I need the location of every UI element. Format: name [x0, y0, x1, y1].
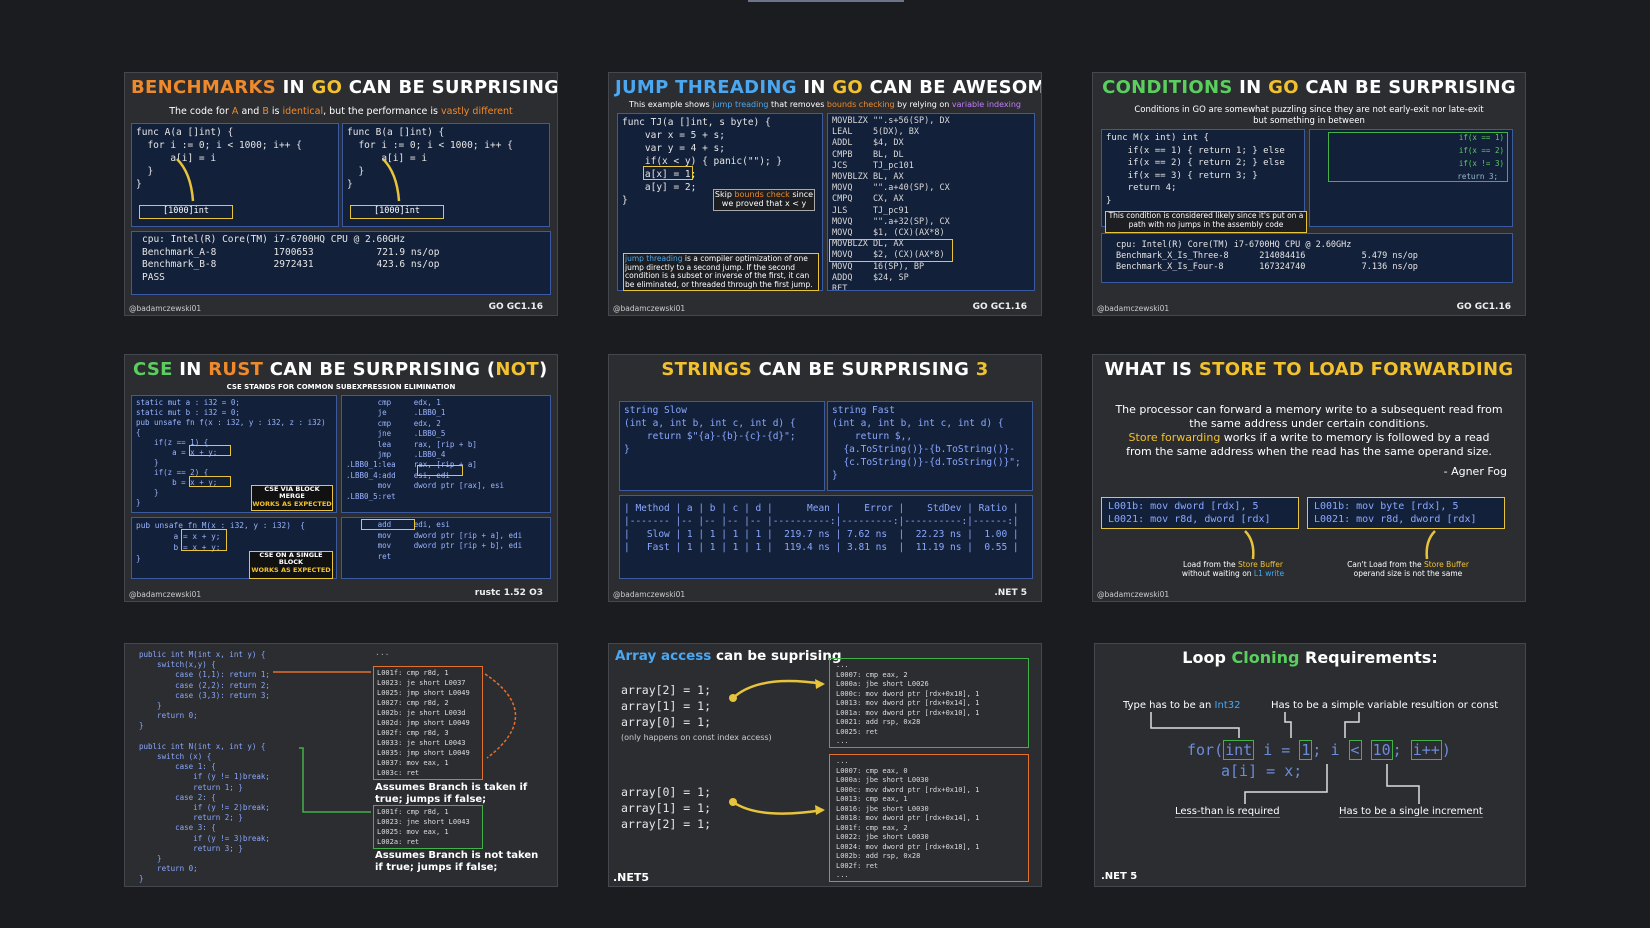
quote-author: - Agner Fog — [1443, 465, 1507, 478]
store-buffer-note-1: Load from the Store Buffer without waiti… — [1181, 560, 1285, 578]
author-handle: @badamczewski01 — [129, 590, 202, 599]
bound-label: Has to be a simple variable resultion or… — [1271, 700, 1499, 711]
asm-block-not-taken: L001f: cmp r8d, 1 L0023: jne short L0043… — [373, 805, 483, 849]
version-label: .NET 5 — [1101, 871, 1138, 882]
card-switch-branches: public int M(int x, int y) { switch(x,y)… — [124, 643, 558, 887]
highlight-add2 — [361, 519, 415, 530]
card-go-conditions: CONDITIONS IN GO CAN BE SURPRISING Condi… — [1092, 72, 1526, 316]
card-go-benchmarks: BENCHMARKS IN GO CAN BE SURPRISING The c… — [124, 72, 558, 316]
arrow-overlay — [729, 679, 825, 815]
assembly-graph: if(x == 1) if(x == 2) if(x != 3) return … — [1309, 129, 1513, 227]
highlight-m-xy — [181, 529, 227, 551]
fast-code-block: string Fast (int a, int b, int c, int d)… — [827, 401, 1033, 491]
card-array-access: Array access can be suprising array[2] =… — [608, 643, 1042, 887]
code-block-a: func A(a []int) { for i := 0; i < 1000; … — [131, 123, 339, 227]
array-tag-b: [1000]int — [350, 205, 444, 219]
author-handle: @badamczewski01 — [613, 590, 686, 599]
less-than-label: Less-than is required — [1175, 806, 1280, 818]
card-jump-threading: JUMP THREADING IN GO CAN BE AWESOME This… — [608, 72, 1042, 316]
asm-fail-block: L001b: mov byte [rdx], 5 L0021: mov r8d,… — [1307, 497, 1505, 529]
highlight-asm-store — [829, 239, 953, 262]
increment-label: Has to be a single increment — [1339, 806, 1483, 818]
card-store-to-load: WHAT IS STORE TO LOAD FORWARDING The pro… — [1092, 354, 1526, 602]
card-title: Loop Cloning Requirements: — [1182, 648, 1438, 667]
type-label: Type has to be an Int32 — [1123, 700, 1241, 711]
card-title: Array access can be suprising — [615, 648, 842, 664]
version-label: GO GC1.16 — [972, 302, 1027, 312]
code-descending: array[2] = 1; array[1] = 1; array[0] = 1… — [621, 683, 712, 729]
highlight-a-xy — [189, 445, 231, 456]
const-index-note: (only happens on const index access) — [621, 733, 772, 742]
author-handle: @badamczewski01 — [129, 304, 202, 313]
card-title: CONDITIONS IN GO CAN BE SURPRISING — [1102, 77, 1516, 98]
card-title: STRINGS CAN BE SURPRISING 3 — [661, 359, 989, 380]
benchmark-results: cpu: Intel(R) Core(TM) i7-6700HQ CPU @ 2… — [131, 231, 551, 295]
asm-block-green — [1328, 132, 1508, 182]
likely-condition-note: This condition is considered likely sinc… — [1105, 211, 1307, 233]
asm-block-2: add edi, esi mov dword ptr [rip + a], ed… — [341, 517, 551, 579]
version-label: .NET5 — [613, 871, 650, 884]
arrow-overlay — [1244, 530, 1436, 560]
card-title: CSE IN RUST CAN BE SURPRISING (NOT) — [133, 359, 548, 380]
cse-block-merge-note: CSE VIA BLOCK MERGE WORKS AS EXPECTED — [251, 485, 333, 511]
author-handle: @badamczewski01 — [613, 304, 686, 313]
asm-block-taken: L001f: cmp r8d, 1 L0023: je short L0037 … — [373, 666, 483, 780]
not-taken-note: Assumes Branch is not taken if true; jum… — [375, 850, 539, 873]
author-handle: @badamczewski01 — [1097, 304, 1170, 313]
skip-bounds-note: Skip bounds check since we proved that x… — [713, 189, 815, 211]
asm-label-4: return 3; — [1457, 172, 1498, 181]
highlight-ax — [643, 166, 693, 180]
card-loop-cloning: Loop Cloning Requirements: Type has to b… — [1094, 643, 1526, 887]
author-handle: @badamczewski01 — [1097, 590, 1170, 599]
loop-body-code: a[i] = x; — [1221, 762, 1303, 780]
arrow-overlay — [176, 158, 401, 202]
description-text: The processor can forward a memory write… — [1115, 403, 1503, 430]
asm-label-3: if(x != 3) — [1458, 159, 1504, 168]
store-buffer-note-2: Can't Load from the Store Buffer operand… — [1347, 560, 1469, 578]
card-subtitle: This example shows jump treading that re… — [628, 100, 1021, 109]
asm-label-1: if(x == 1) — [1458, 133, 1504, 142]
connector-lines — [1150, 712, 1420, 804]
jump-threading-note: jump threading is a compiler optimizatio… — [623, 253, 819, 291]
highlight-b-xy — [189, 476, 231, 487]
version-label: GO GC1.16 — [488, 302, 543, 312]
card-subtitle: Conditions in GO are somewhat puzzling s… — [1134, 105, 1484, 126]
version-label: .NET 5 — [994, 588, 1027, 598]
card-rust-cse: CSE IN RUST CAN BE SURPRISING (NOT) CSE … — [124, 354, 558, 602]
asm-block-multi-check: ... L0007: cmp eax, 0 L000a: jbe short L… — [829, 754, 1029, 882]
asm-block-single-check: ... L0007: cmp eax, 2 L000a: jbe short L… — [829, 658, 1029, 748]
version-label: GO GC1.16 — [1456, 302, 1511, 312]
benchmark-results: cpu: Intel(R) Core(TM) i7-6700HQ CPU @ 2… — [1101, 233, 1513, 283]
go-code-block: func M(x int) int { if(x == 1) { return … — [1101, 129, 1305, 227]
csharp-code: public int M(int x, int y) { switch(x,y)… — [139, 650, 270, 884]
card-strings: STRINGS CAN BE SURPRISING 3 string Slow … — [608, 354, 1042, 602]
code-block-b: func B(a []int) { for i := 0; i < 1000; … — [342, 123, 550, 227]
for-loop-code: for(int i = 1; i < 10; i++) — [1187, 740, 1451, 760]
card-title: WHAT IS STORE TO LOAD FORWARDING — [1104, 359, 1514, 380]
card-title: JUMP THREADING IN GO CAN BE AWESOME — [615, 77, 1042, 98]
code-ascending: array[0] = 1; array[1] = 1; array[2] = 1… — [621, 785, 712, 831]
version-label: rustc 1.52 O3 — [474, 588, 543, 598]
array-tag-a: [1000]int — [139, 205, 233, 219]
slow-code-block: string Slow (int a, int b, int c, int d)… — [619, 401, 825, 491]
highlight-add — [417, 465, 463, 476]
asm-block-1: cmp edx, 1 je .LBB0_1 cmp edx, 2 jne .LB… — [341, 395, 551, 513]
card-title: BENCHMARKS IN GO CAN BE SURPRISING — [131, 77, 558, 98]
benchmark-table: | Method | a | b | c | d | Mean | Error … — [619, 495, 1033, 579]
taken-note: Assumes Branch is taken if true; jumps i… — [375, 782, 528, 805]
top-scroll-indicator — [748, 0, 904, 2]
arrow-overlay — [273, 671, 517, 813]
asm-ellipsis: ... — [375, 648, 390, 657]
asm-ok-block: L001b: mov dword [rdx], 5 L0021: mov r8d… — [1101, 497, 1299, 529]
assembly-block: MOVBLZX "".s+56(SP), DX LEAL 5(DX), BX A… — [827, 113, 1035, 291]
cse-single-block-note: CSE ON A SINGLE BLOCK WORKS AS EXPECTED — [249, 551, 333, 579]
asm-label-2: if(x == 2) — [1458, 146, 1504, 155]
store-forwarding-text: Store forwarding works if a write to mem… — [1126, 431, 1492, 458]
card-subtitle: CSE STANDS FOR COMMON SUBEXPRESSION ELIM… — [226, 383, 456, 391]
card-subtitle: The code for A and B is identical, but t… — [169, 106, 513, 117]
